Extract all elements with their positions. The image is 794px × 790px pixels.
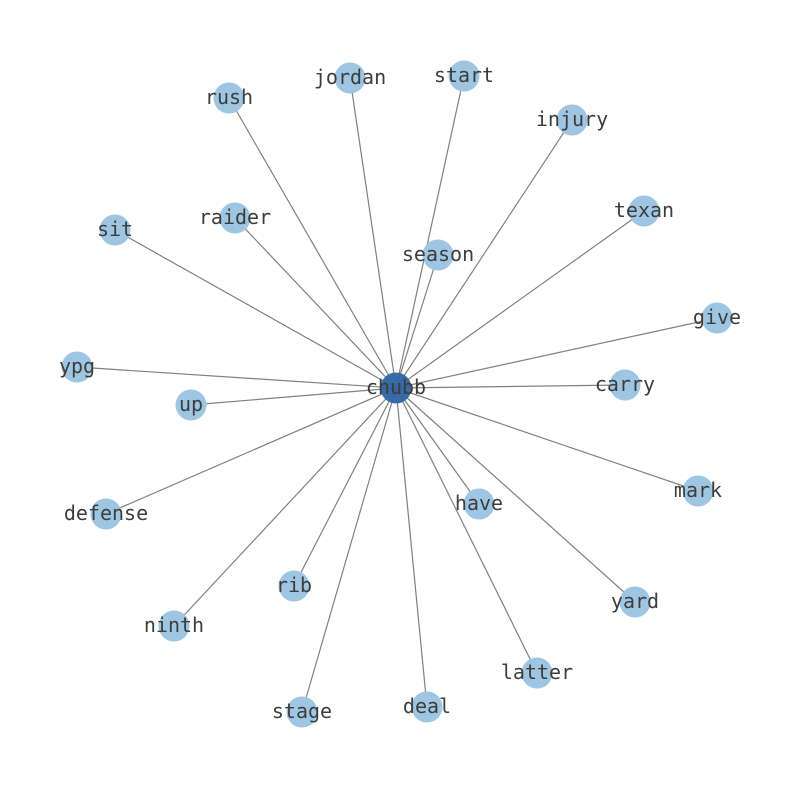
edge-ninth [173,387,397,627]
edge-defense [105,387,397,515]
node-rush[interactable] [213,82,245,114]
edge-texan [395,210,645,389]
node-label: season [402,242,474,266]
node-label: jordan [314,65,386,89]
node-give[interactable] [701,302,733,334]
node-label: sit [97,217,133,241]
node-label: yard [611,589,659,613]
edge-jordan [349,77,397,389]
edge-raider [234,217,397,389]
edge-give [395,317,718,389]
node-label: stage [272,699,332,723]
node-deal[interactable] [411,691,443,723]
node-carry[interactable] [609,369,641,401]
edge-injury [395,119,573,389]
node-label: rib [276,573,312,597]
node-rib[interactable] [278,570,310,602]
node-yard[interactable] [619,586,651,618]
node-stage[interactable] [286,696,318,728]
node-label: defense [64,501,148,525]
edge-season [395,254,439,389]
node-jordan[interactable] [334,62,366,94]
node-texan[interactable] [628,195,660,227]
edge-deal [395,387,428,708]
node-label: give [693,305,741,329]
node-up[interactable] [175,389,207,421]
node-label: mark [674,478,722,502]
edge-up [190,387,397,406]
node-start[interactable] [448,60,480,92]
node-label: start [434,63,494,87]
node-label: rush [205,85,253,109]
node-mark[interactable] [682,475,714,507]
node-ninth[interactable] [158,610,190,642]
node-raider[interactable] [219,202,251,234]
node-injury[interactable] [556,104,588,136]
node-label: up [179,392,203,416]
edge-stage [301,387,397,713]
node-chubb[interactable] [380,372,412,404]
node-label: injury [536,107,608,131]
edge-ypg [76,366,397,389]
edge-mark [395,387,699,492]
node-label: carry [595,372,655,396]
node-label: raider [199,205,271,229]
edge-start [395,75,465,389]
node-sit[interactable] [99,214,131,246]
edge-yard [395,387,636,603]
node-label: ypg [59,354,95,378]
center-node-label: chubb [366,375,426,399]
edge-sit [114,229,397,389]
node-label: have [455,491,503,515]
edge-latter [395,387,538,674]
node-ypg[interactable] [61,351,93,383]
node-have[interactable] [463,488,495,520]
node-label: ninth [144,613,204,637]
node-label: texan [614,198,674,222]
node-latter[interactable] [521,657,553,689]
edge-carry [395,384,626,389]
node-defense[interactable] [90,498,122,530]
node-label: deal [403,694,451,718]
edge-rib [293,387,397,587]
edge-rush [228,97,397,389]
node-season[interactable] [422,239,454,271]
node-label: latter [501,660,573,684]
edge-have [395,387,480,505]
